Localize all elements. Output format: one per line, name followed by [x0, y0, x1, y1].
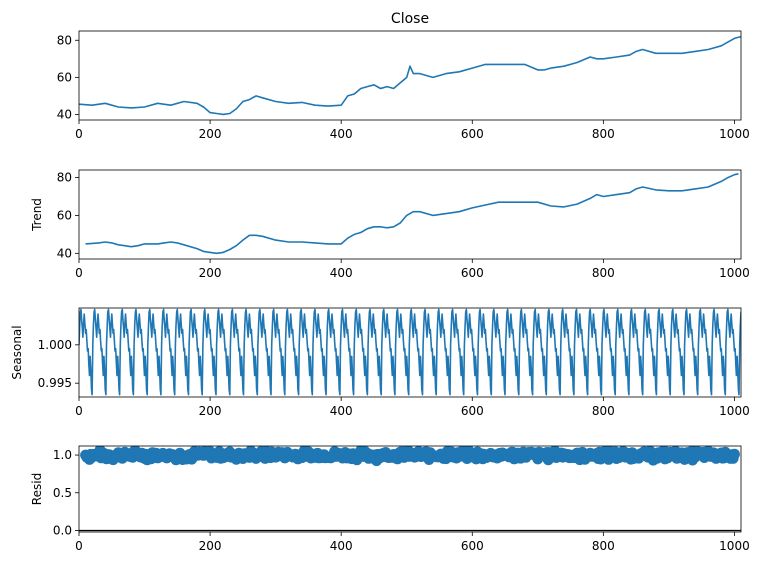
- x-tick-label: 0: [75, 266, 83, 280]
- y-tick-label: 40: [57, 246, 72, 260]
- axes-frame: [78, 307, 742, 398]
- y-axis-label: Seasonal: [10, 325, 24, 379]
- x-tick-label: 0: [75, 404, 83, 418]
- series-line: [85, 173, 739, 255]
- y-axis-label: Trend: [30, 198, 44, 232]
- x-tick-label: 800: [592, 404, 615, 418]
- y-tick-label: 60: [57, 70, 72, 84]
- x-tick-label: 1000: [719, 127, 750, 141]
- x-tick-label: 800: [592, 127, 615, 141]
- x-tick-label: 400: [330, 266, 353, 280]
- resid-point: [728, 448, 740, 460]
- x-tick-label: 400: [330, 539, 353, 553]
- plot-area: [79, 446, 741, 532]
- x-tick-label: 200: [199, 266, 222, 280]
- panel-1: 0 200 400 600 800 1000 40 60 80: [57, 30, 750, 141]
- panel-3: 0 200 400 600 800 1000 0.995 1.000 Seasonal: [10, 307, 750, 418]
- y-tick-label: 80: [57, 33, 72, 47]
- figure-title: Close: [391, 11, 429, 27]
- y-axis-label: Resid: [30, 473, 44, 505]
- y-tick-label: 40: [57, 107, 72, 121]
- axes-frame: [78, 445, 742, 533]
- plot-area: [79, 35, 741, 116]
- x-tick-label: 200: [199, 404, 222, 418]
- x-tick-label: 600: [461, 539, 484, 553]
- x-tick-label: 200: [199, 539, 222, 553]
- y-tick-label: 60: [57, 208, 72, 222]
- series-line: [79, 308, 741, 396]
- panel-4: 0 200 400 600 800 1000 0.0 0.5 1.0 Resid: [30, 445, 750, 553]
- x-tick-label: 1000: [719, 266, 750, 280]
- x-tick-label: 600: [461, 404, 484, 418]
- y-tick-label: 0.995: [38, 376, 72, 390]
- x-tick-label: 800: [592, 266, 615, 280]
- x-tick-label: 0: [75, 127, 83, 141]
- plot-area: [85, 173, 739, 255]
- x-tick-label: 200: [199, 127, 222, 141]
- x-tick-label: 800: [592, 539, 615, 553]
- panel-2: 0 200 400 600 800 1000 40 60 80 Trend: [30, 169, 750, 280]
- y-tick-label: 0.5: [53, 486, 72, 500]
- y-tick-label: 1.0: [53, 448, 72, 462]
- series-line: [79, 35, 741, 116]
- x-tick-label: 1000: [719, 404, 750, 418]
- y-tick-label: 0.0: [53, 523, 72, 537]
- axes-frame: [78, 169, 742, 260]
- x-tick-label: 600: [461, 266, 484, 280]
- axes-frame: [78, 30, 742, 121]
- y-tick-label: 80: [57, 171, 72, 185]
- x-tick-label: 0: [75, 539, 83, 553]
- x-tick-label: 400: [330, 404, 353, 418]
- x-tick-label: 400: [330, 127, 353, 141]
- x-tick-label: 600: [461, 127, 484, 141]
- plot-area: [79, 308, 741, 396]
- y-tick-label: 1.000: [38, 338, 72, 352]
- x-tick-label: 1000: [719, 539, 750, 553]
